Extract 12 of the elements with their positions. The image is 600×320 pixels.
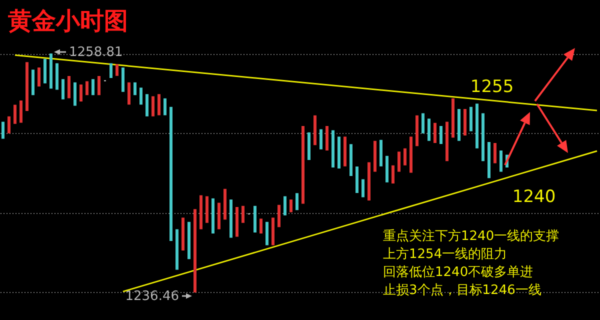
annotation: 上方1254一线的阻力 <box>383 246 508 262</box>
candlestick <box>116 64 118 76</box>
annotation: 止损3个点，目标1246一线 <box>383 283 542 298</box>
chart-title: 黄金小时图 <box>7 7 128 35</box>
annotation: 1236.46 <box>125 289 179 304</box>
annotation: 1240 <box>512 187 556 207</box>
candlestick <box>134 82 136 96</box>
candlestick <box>86 81 88 96</box>
annotation: 1258.81 <box>69 45 123 60</box>
annotation: 回落低位1240不破多单进 <box>383 265 534 280</box>
annotation: 重点关注下方1240一线的支撑 <box>383 228 560 244</box>
annotation: 1255 <box>470 77 514 97</box>
